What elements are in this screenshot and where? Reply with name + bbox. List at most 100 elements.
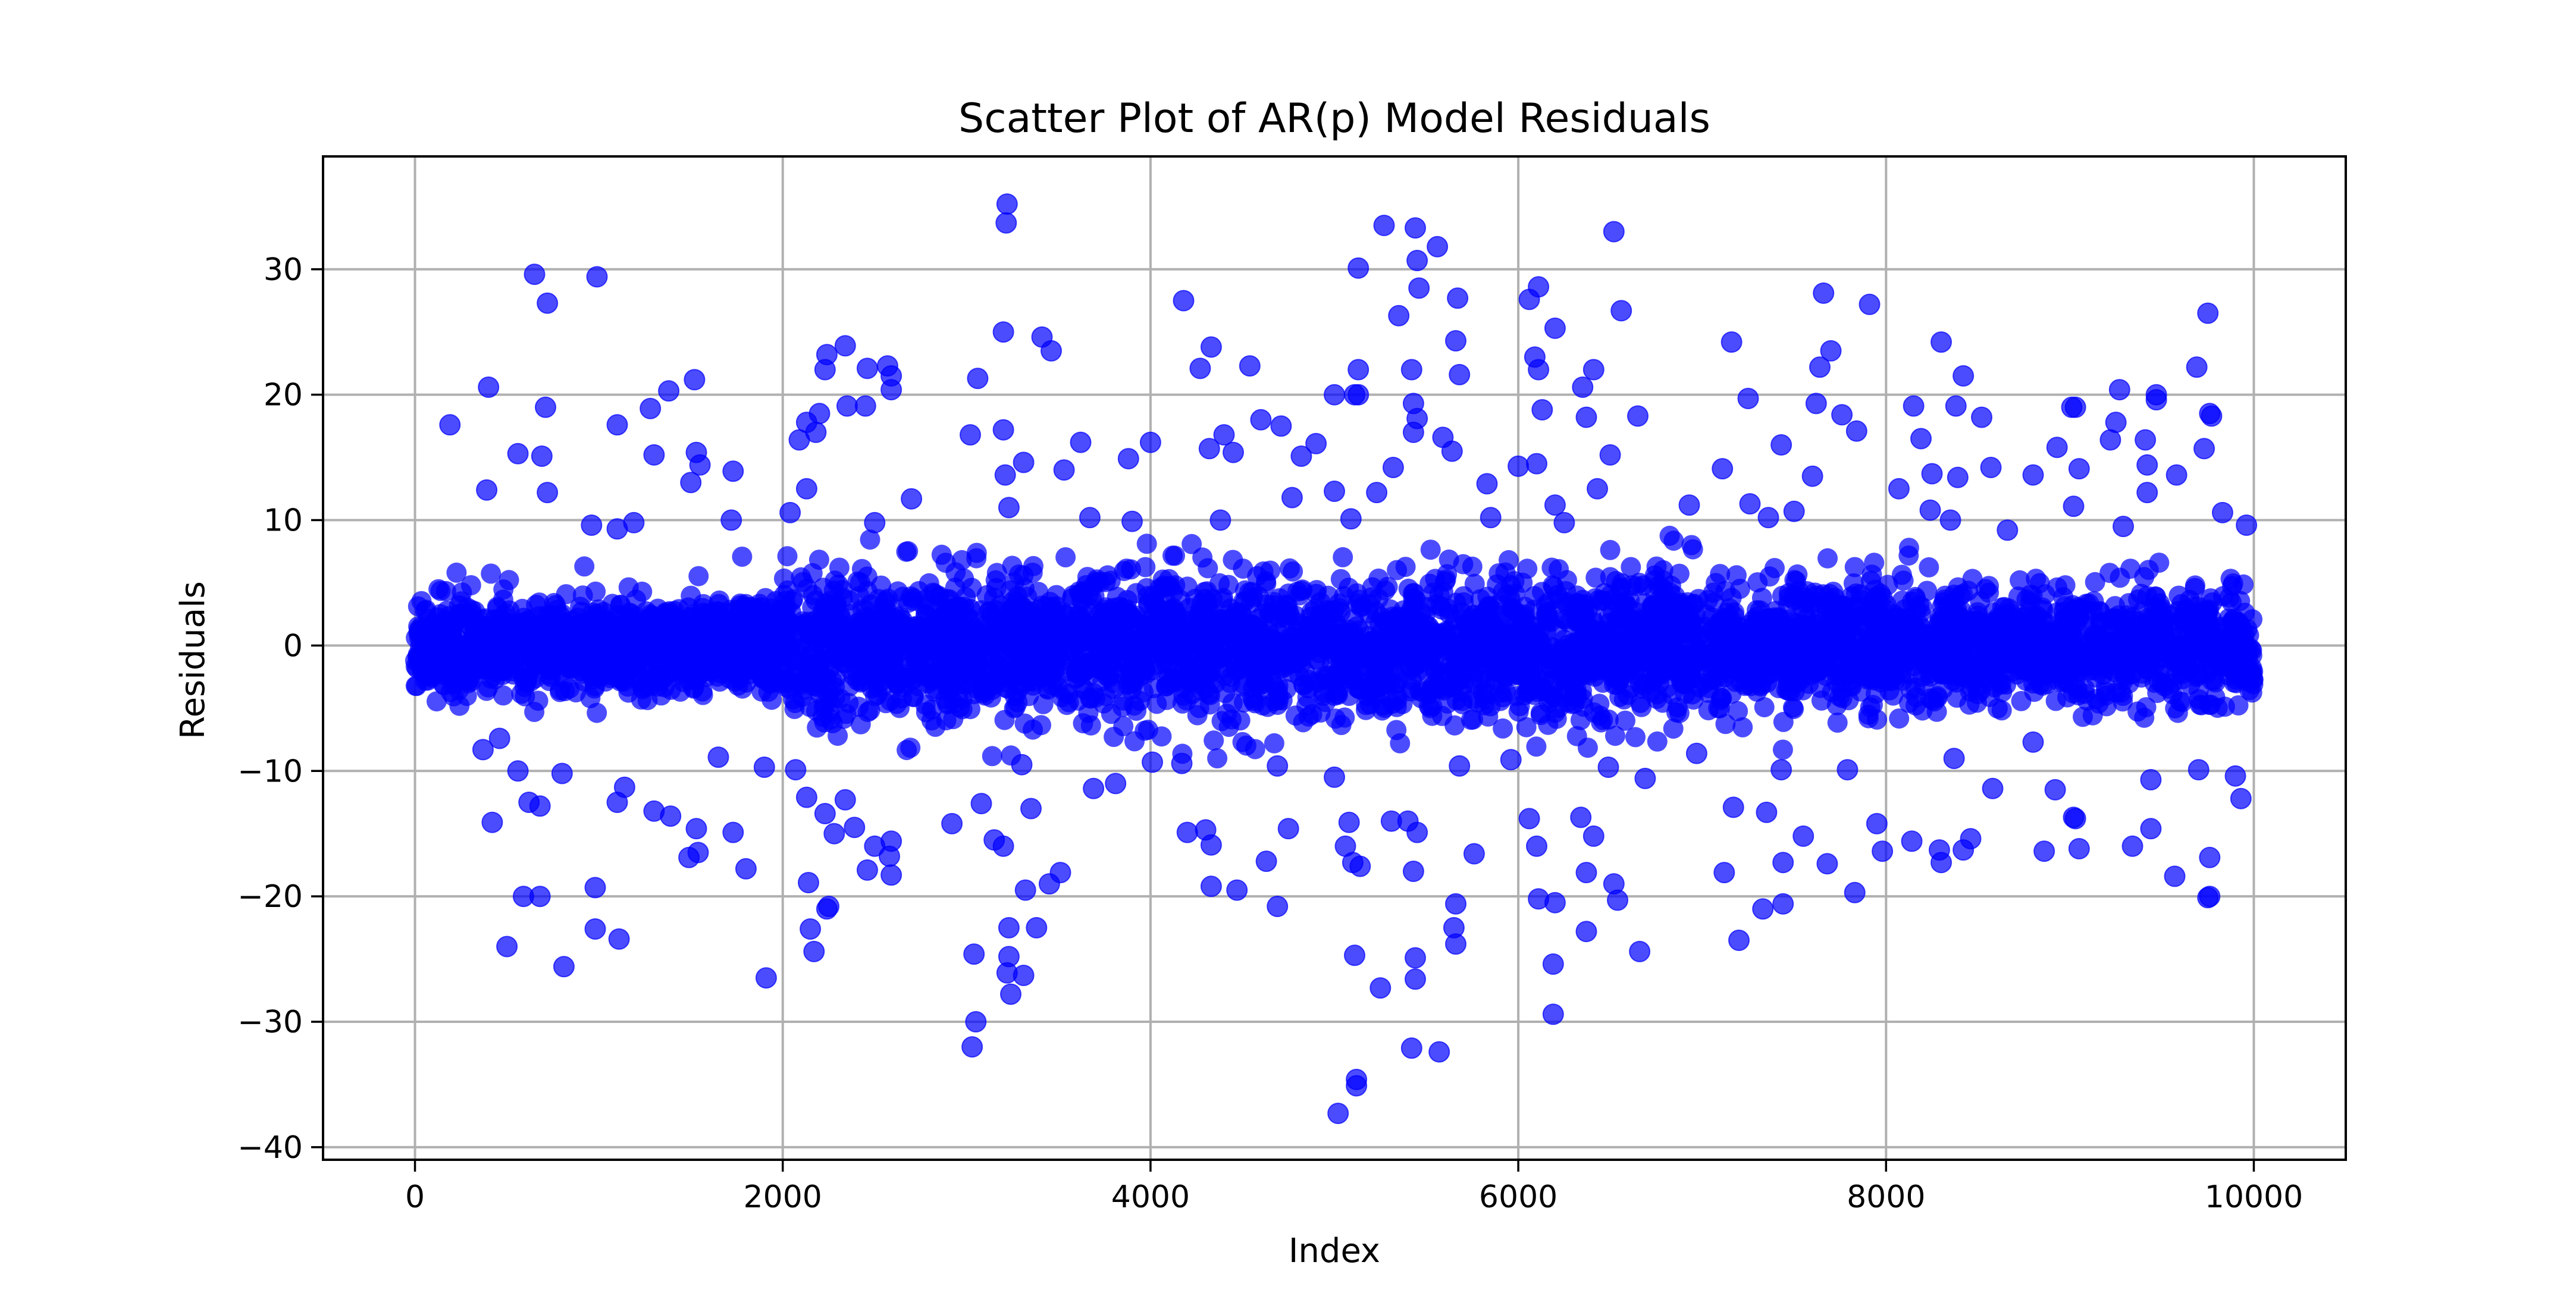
residual-point-dense	[1444, 715, 1465, 736]
residual-point-dense	[1233, 558, 1253, 579]
residual-point-dense	[2051, 636, 2072, 656]
residual-point-dense	[1268, 676, 1289, 696]
residual-point-dense	[1243, 678, 1263, 698]
residual-point-dense	[1614, 689, 1634, 710]
residual-point-dense	[619, 577, 639, 598]
residual-point-dense	[1792, 641, 1812, 661]
residual-point-dense	[2230, 591, 2250, 611]
residual-point-dense	[900, 666, 920, 686]
residual-point-dense	[1173, 693, 1193, 714]
residual-point-dense	[2077, 655, 2097, 676]
residual-point-dense	[2034, 658, 2054, 678]
residual-point-dense	[2189, 680, 2209, 701]
residual-point-dense	[859, 660, 879, 680]
residual-point-dense	[681, 586, 701, 606]
residual-point-dense	[1243, 626, 1264, 646]
residual-point-dense	[800, 646, 820, 666]
residual-point-dense	[1660, 526, 1680, 546]
residual-point-dense	[1948, 577, 1968, 598]
residual-point-dense	[459, 670, 480, 690]
residual-point-dense	[1526, 736, 1546, 757]
residual-point-dense	[1892, 565, 1912, 585]
residual-point-dense	[1899, 538, 1919, 558]
residual-point-dense	[1478, 707, 1498, 727]
residual-point-dense	[1499, 660, 1519, 680]
residual-point-dense	[595, 633, 615, 654]
residual-point-dense	[2134, 567, 2154, 587]
residual-point-dense	[1642, 597, 1662, 617]
residual-point-dense	[1138, 720, 1158, 740]
residual-point-dense	[2105, 596, 2125, 616]
residual-point-dense	[927, 679, 947, 699]
residual-point-dense	[898, 541, 918, 561]
residual-point-dense	[2186, 620, 2206, 640]
residual-point-dense	[432, 630, 452, 651]
residual-point-dense	[1339, 577, 1359, 598]
residual-point-dense	[1396, 557, 1416, 577]
residual-point-dense	[817, 668, 837, 688]
residual-point-dense	[1207, 748, 1227, 768]
residual-point-dense	[1983, 614, 2004, 634]
residual-point-dense	[1306, 584, 1326, 604]
residual-point-dense	[483, 653, 503, 673]
residual-point-dense	[1264, 733, 1284, 754]
residual-point-dense	[2054, 655, 2074, 676]
residual-point-dense	[604, 651, 625, 671]
residual-point-dense	[1812, 634, 1832, 654]
residual-point-dense	[1602, 636, 1622, 656]
residual-point-dense	[1192, 669, 1212, 689]
residual-point-dense	[496, 603, 516, 623]
residual-point-dense	[1483, 613, 1503, 633]
residual-point-dense	[2127, 701, 2148, 721]
residual-point-dense	[994, 668, 1014, 688]
residual-point-dense	[2215, 651, 2236, 671]
residual-point-dense	[806, 591, 826, 611]
residual-point-dense	[2099, 563, 2120, 583]
residual-point-dense	[1463, 644, 1483, 664]
residual-point-dense	[1607, 654, 1628, 674]
residual-point-dense	[2223, 573, 2243, 594]
residual-point-dense	[707, 611, 727, 631]
residual-point-dense	[1117, 558, 1137, 579]
residual-point-dense	[1366, 671, 1386, 692]
residual-point-dense	[1198, 558, 1218, 578]
residual-point-dense	[1600, 540, 1621, 560]
residual-point-dense	[1505, 583, 1525, 604]
residual-point-dense	[2188, 597, 2208, 617]
residual-point-dense	[654, 667, 675, 688]
residual-point-dense	[900, 737, 920, 758]
residual-point-dense	[1077, 567, 1098, 587]
residual-point-dense	[499, 570, 519, 590]
residual-point-dense	[1919, 557, 1939, 577]
residual-point-dense	[1778, 680, 1798, 701]
residual-point-dense	[1333, 547, 1353, 567]
residual-point-dense	[1224, 631, 1244, 651]
residual-point-dense	[1093, 630, 1114, 650]
residual-point-dense	[1663, 718, 1684, 739]
residual-point-dense	[952, 699, 973, 719]
residual-point-dense	[1204, 730, 1224, 751]
residual-point-dense	[441, 682, 461, 702]
residual-point-dense	[1465, 574, 1485, 594]
residual-point-dense	[678, 630, 698, 650]
residual-point-dense	[986, 600, 1007, 620]
residual-point-dense	[1718, 642, 1738, 663]
residual-point-dense	[820, 702, 840, 722]
residual-point-dense	[942, 605, 962, 625]
residual-point-dense	[2053, 587, 2073, 607]
residual-point-dense	[964, 620, 984, 641]
residual-point-dense	[679, 656, 700, 676]
residual-point-dense	[898, 593, 919, 613]
residual-point-dense	[1253, 650, 1273, 670]
residual-point-dense	[1033, 694, 1054, 714]
residual-point-dense	[1478, 597, 1499, 617]
residual-point-dense	[610, 671, 630, 691]
residual-point-dense	[1910, 633, 1930, 654]
residual-point-dense	[1698, 678, 1719, 698]
residual-point-dense	[524, 702, 544, 722]
residual-point-dense	[1372, 701, 1392, 721]
residual-point-dense	[848, 696, 869, 717]
residual-point-dense	[1747, 572, 1768, 592]
residual-point-dense	[2120, 641, 2140, 661]
residual-point-dense	[560, 654, 580, 674]
